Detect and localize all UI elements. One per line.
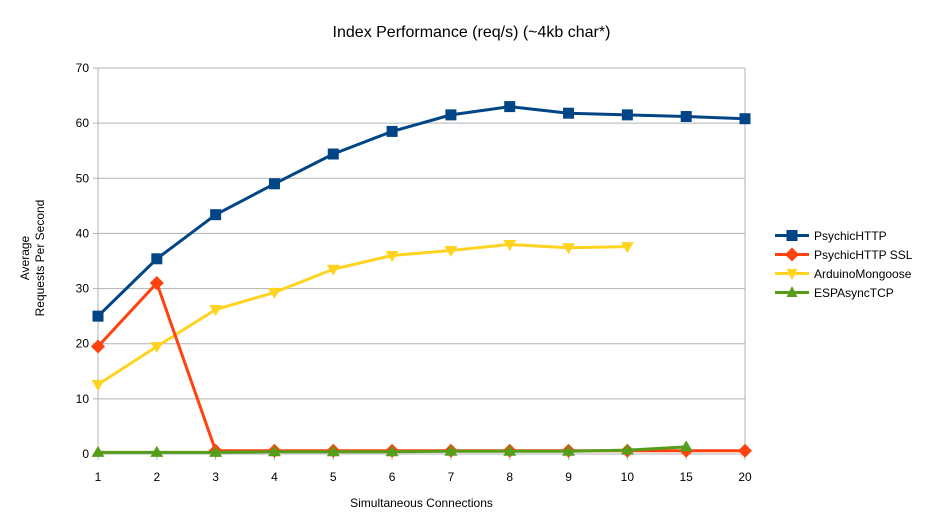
data-point-triangle-down (326, 264, 340, 276)
data-point-square (210, 209, 222, 221)
x-tick-label: 2 (153, 470, 160, 484)
data-point-square (151, 253, 163, 265)
data-point-triangle-down (385, 250, 399, 262)
legend-item: ESPAsyncTCP (774, 283, 912, 302)
series-espasynctcp (91, 440, 693, 457)
legend-item: PsychicHTTP SSL (774, 245, 912, 264)
x-tick-label: 8 (506, 470, 513, 484)
x-tick-label: 20 (738, 470, 752, 484)
legend-label: ArduinoMongoose (814, 266, 912, 281)
x-tick-label: 5 (330, 470, 337, 484)
data-point-triangle-down (786, 269, 798, 280)
x-tick-label: 4 (271, 470, 278, 484)
y-tick-label: 10 (76, 392, 90, 406)
data-point-square (504, 101, 516, 113)
data-point-diamond (785, 247, 799, 262)
legend-marker-square-icon (775, 230, 809, 241)
data-point-triangle-up (620, 443, 634, 455)
data-point-triangle-up (326, 445, 340, 457)
data-point-square (680, 111, 692, 123)
legend-item: PsychicHTTP (774, 226, 912, 245)
data-point-diamond (91, 339, 105, 354)
y-tick-label: 20 (76, 337, 90, 351)
data-point-triangle-up (786, 286, 798, 297)
series-psychichttp (92, 101, 751, 322)
series-line (96, 105, 746, 318)
data-point-diamond (149, 276, 164, 291)
x-axis-title: Simultaneous Connections (350, 496, 493, 510)
series-line (97, 242, 628, 386)
x-tick-label: 6 (389, 470, 396, 484)
data-point-triangle-down (444, 246, 458, 258)
data-point-square (92, 310, 104, 322)
x-tick-label: 9 (565, 470, 572, 484)
data-point-triangle-down (267, 287, 281, 299)
data-point-square (786, 230, 798, 241)
data-point-triangle-up (91, 445, 105, 457)
data-point-triangle-up (679, 440, 693, 452)
data-point-triangle-up (444, 444, 458, 456)
data-point-square (268, 178, 280, 190)
data-point-triangle-up (503, 444, 517, 456)
data-point-triangle-up (150, 445, 164, 457)
y-tick-label: 30 (76, 282, 90, 296)
data-point-triangle-down (620, 242, 634, 254)
x-tick-label: 15 (680, 470, 694, 484)
data-point-square (445, 109, 457, 121)
y-tick-label: 40 (76, 226, 90, 240)
legend-label: ESPAsyncTCP (814, 285, 894, 300)
x-tick-label: 1 (95, 470, 102, 484)
series-psychichttp-ssl (91, 276, 752, 458)
data-point-triangle-down (209, 305, 223, 317)
data-point-square (563, 107, 575, 119)
data-point-triangle-down (503, 239, 517, 251)
legend-label: PsychicHTTP (814, 228, 887, 243)
series-arduinomongoose (91, 239, 634, 392)
data-point-triangle-down (150, 341, 164, 353)
data-point-square (621, 109, 633, 121)
data-point-triangle-up (385, 445, 399, 457)
data-point-triangle-up (209, 445, 223, 457)
data-point-triangle-up (267, 445, 281, 457)
y-tick-label: 50 (76, 171, 90, 185)
legend: PsychicHTTP PsychicHTTP SSL ArduinoMongoos… (774, 226, 912, 302)
chart-title: Index Performance (req/s) (~4kb char*) (332, 24, 611, 41)
data-point-triangle-down (562, 243, 576, 255)
legend-marker-triangle-up-icon (775, 286, 809, 297)
legend-label: PsychicHTTP SSL (814, 247, 913, 262)
data-point-diamond (738, 443, 752, 458)
legend-item: ArduinoMongoose (774, 264, 912, 283)
series-line (96, 281, 745, 453)
data-point-square (386, 125, 398, 137)
legend-marker-triangle-down-icon (775, 269, 809, 280)
data-point-triangle-up (562, 444, 576, 456)
y-tick-label: 70 (76, 61, 90, 75)
x-tick-label: 10 (621, 470, 635, 484)
data-point-square (327, 148, 339, 160)
data-point-square (739, 113, 751, 125)
x-tick-label: 3 (212, 470, 219, 484)
legend-marker-diamond-icon (775, 247, 809, 262)
x-tick-label: 7 (448, 470, 455, 484)
data-point-triangle-down (91, 380, 105, 392)
y-tick-label: 0 (82, 447, 89, 461)
y-tick-label: 60 (76, 116, 90, 130)
